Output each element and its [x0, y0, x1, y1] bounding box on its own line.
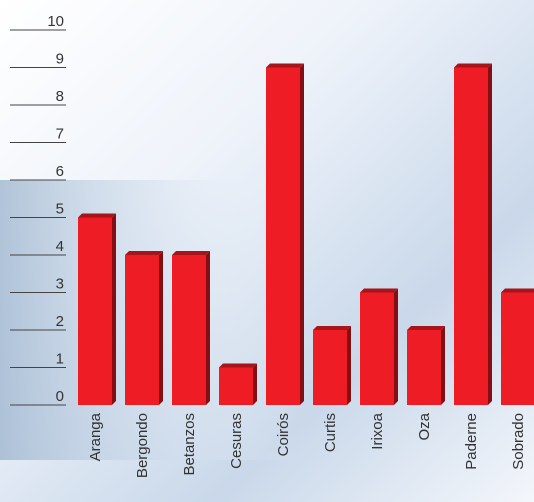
bar-side: [206, 251, 210, 405]
bar: [501, 292, 534, 405]
x-tick-label: Irixoa: [369, 412, 386, 449]
x-tick-label: Oza: [416, 412, 433, 440]
y-tick-label: 0: [56, 388, 64, 405]
x-tick-label: Sobrado: [510, 413, 527, 470]
bar: [407, 330, 441, 405]
bar-top: [360, 288, 398, 293]
bar: [78, 217, 112, 405]
bar-side: [253, 363, 257, 405]
bar-top: [78, 213, 116, 218]
y-tick-label: 3: [56, 276, 64, 293]
bar: [125, 255, 159, 405]
x-tick-label: Paderne: [463, 413, 480, 470]
bar-top: [454, 63, 492, 68]
bar: [454, 67, 488, 405]
y-tick-label: 2: [56, 313, 64, 330]
x-tick-label: Bergondo: [134, 413, 151, 478]
bar: [172, 255, 206, 405]
y-tick-label: 6: [56, 163, 64, 180]
x-tick-label: Cesuras: [228, 413, 245, 469]
x-tick-label: Aranga: [87, 412, 104, 461]
bar: [219, 367, 253, 405]
bar-side: [347, 326, 351, 405]
y-tick-label: 1: [56, 351, 64, 368]
bar-top: [125, 251, 163, 255]
x-tick-label: Coirós: [275, 413, 292, 456]
bar: [313, 330, 347, 405]
bar-top: [313, 326, 351, 330]
bar-top: [172, 251, 210, 255]
bar-side: [441, 326, 445, 405]
bar-side: [159, 251, 163, 405]
y-tick-label: 8: [56, 88, 64, 105]
bar-side: [488, 63, 492, 405]
y-tick-label: 10: [47, 13, 64, 30]
bar-side: [112, 213, 116, 405]
bar-top: [266, 63, 304, 68]
y-tick-label: 7: [56, 126, 64, 143]
bar-top: [407, 326, 445, 330]
y-tick-label: 4: [56, 238, 64, 255]
x-tick-label: Betanzos: [181, 413, 198, 476]
bar-top: [219, 363, 257, 368]
bar-side: [300, 63, 304, 405]
bar: [266, 67, 300, 405]
bar-top: [501, 288, 534, 293]
bar-side: [394, 288, 398, 405]
x-tick-label: Curtis: [322, 413, 339, 452]
y-tick-label: 5: [56, 201, 64, 218]
bar: [360, 292, 394, 405]
y-tick-label: 9: [56, 51, 64, 68]
